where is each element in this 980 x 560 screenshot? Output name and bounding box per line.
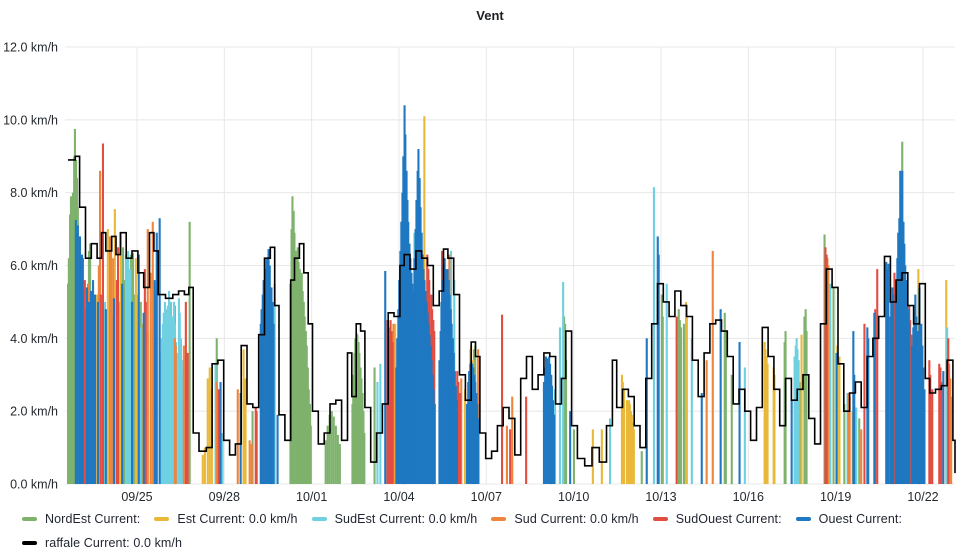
bars-sudouest: [83, 143, 950, 485]
x-grid-and-labels: 09/25 09/28 10/01 10/04 10/07 10/10 10/13 10/16…: [121, 47, 939, 504]
legend-item-sudest[interactable]: SudEst Current: 0.0 km/h: [311, 512, 478, 526]
legend-item-ouest[interactable]: Ouest Current:: [795, 512, 903, 526]
x-tick-label: 10/10: [558, 490, 589, 504]
x-tick-label: 09/28: [209, 490, 240, 504]
x-tick-label: 10/13: [645, 490, 676, 504]
legend-label: Ouest Current:: [818, 512, 903, 526]
y-tick-label: 2.0 km/h: [10, 405, 58, 419]
bars-ouest: [74, 105, 945, 485]
legend-item-sudouest[interactable]: SudOuest Current:: [652, 512, 782, 526]
legend-label: SudEst Current: 0.0 km/h: [334, 512, 478, 526]
legend-label: Est Current: 0.0 km/h: [177, 512, 298, 526]
legend-swatch-ouest: [795, 517, 811, 521]
y-tick-label: 0.0 km/h: [10, 478, 58, 492]
bars-sudest: [85, 187, 949, 484]
bars-sud: [87, 170, 953, 485]
x-tick-label: 10/22: [907, 490, 938, 504]
x-tick-label: 10/04: [383, 490, 414, 504]
legend-swatch-sud: [491, 517, 507, 521]
y-tick-label: 10.0 km/h: [3, 113, 58, 127]
legend: NordEst Current: Est Current: 0.0 km/h Sud…: [22, 512, 962, 550]
legend-item-est[interactable]: Est Current: 0.0 km/h: [154, 512, 297, 526]
x-tick-label: 10/19: [820, 490, 851, 504]
legend-swatch-raffale: [22, 541, 37, 545]
raffale-step-line: [68, 155, 956, 474]
legend-item-raffale[interactable]: raffale Current: 0.0 km/h: [22, 536, 182, 550]
y-tick-label: 8.0 km/h: [10, 186, 58, 200]
x-tick-label: 10/16: [733, 490, 764, 504]
legend-swatch-nordest: [22, 517, 37, 521]
legend-label: raffale Current: 0.0 km/h: [45, 536, 183, 550]
legend-label: SudOuest Current:: [675, 512, 782, 526]
y-tick-label: 12.0 km/h: [3, 41, 58, 55]
legend-item-nordest[interactable]: NordEst Current:: [22, 512, 140, 526]
legend-label: NordEst Current:: [45, 512, 141, 526]
x-tick-label: 10/07: [471, 490, 502, 504]
chart-title: Vent: [476, 8, 504, 23]
legend-item-sud[interactable]: Sud Current: 0.0 km/h: [491, 512, 639, 526]
x-tick-label: 10/01: [296, 490, 327, 504]
legend-label: Sud Current: 0.0 km/h: [514, 512, 639, 526]
legend-swatch-sudouest: [652, 517, 668, 521]
y-tick-label: 4.0 km/h: [10, 332, 58, 346]
legend-swatch-sudest: [311, 517, 327, 521]
x-tick-label: 09/25: [121, 490, 152, 504]
legend-swatch-est: [154, 517, 170, 521]
y-tick-label: 6.0 km/h: [10, 259, 58, 273]
